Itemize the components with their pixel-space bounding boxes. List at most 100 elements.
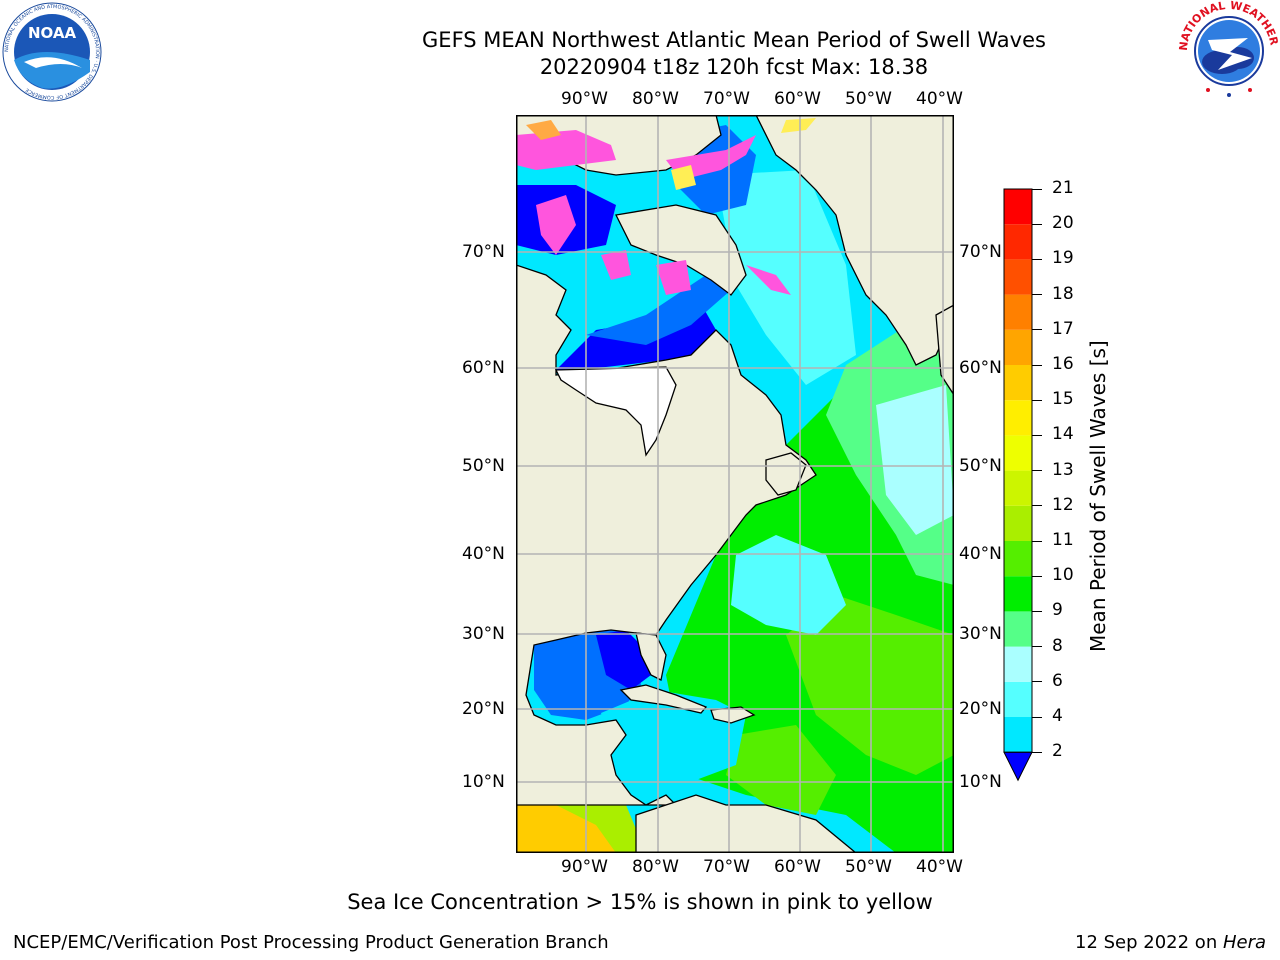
- colorbar: [1000, 186, 1040, 786]
- nws-logo-icon: NATIONAL WEATHER SERVICE: [1174, 0, 1280, 101]
- colorbar-segment: [1004, 189, 1032, 225]
- colorbar-segment: [1004, 505, 1032, 541]
- swell-period-map: [516, 115, 954, 853]
- colorbar-segment: [1004, 646, 1032, 682]
- footer-date: 12 Sep 2022 on Hera: [1075, 932, 1266, 953]
- colorbar-tick-label: 19: [1052, 248, 1074, 269]
- lon-label-top-90w: 90°W: [561, 89, 608, 109]
- colorbar-segment: [1004, 435, 1032, 471]
- colorbar-tick-label: 11: [1052, 530, 1074, 550]
- lat-label-left-70n: 70°N: [462, 242, 505, 262]
- field-lightgreen-south: [726, 725, 836, 815]
- colorbar-under-triangle: [1003, 751, 1033, 782]
- colorbar-segment: [1004, 224, 1032, 260]
- colorbar-tick-mark: [1032, 434, 1042, 436]
- colorbar-tick-mark: [1032, 505, 1042, 507]
- colorbar-tick-mark: [1032, 646, 1042, 648]
- lat-label-right-60n: 60°N: [959, 358, 1002, 378]
- colorbar-tick-label: 18: [1052, 283, 1074, 304]
- colorbar-tick-label: 9: [1052, 600, 1063, 621]
- lon-label-bottom-60w: 60°W: [774, 857, 821, 877]
- lon-label-top-40w: 40°W: [916, 89, 963, 109]
- colorbar-tick-mark: [1032, 223, 1042, 225]
- colorbar-segment: [1004, 294, 1032, 330]
- lon-label-top-60w: 60°W: [774, 89, 821, 109]
- lon-label-bottom-70w: 70°W: [703, 857, 750, 877]
- colorbar-tick-label: 12: [1052, 494, 1074, 515]
- sea-ice: [516, 118, 816, 295]
- colorbar-title: Mean Period of Swell Waves [s]: [1086, 340, 1110, 652]
- colorbar-tick-mark: [1032, 364, 1042, 366]
- lon-label-bottom-50w: 50°W: [845, 857, 892, 877]
- lat-label-right-70n: 70°N: [959, 242, 1002, 262]
- nws-logo[interactable]: NATIONAL WEATHER SERVICE: [1174, 0, 1280, 102]
- noaa-logo-icon: NOAA NATIONAL OCEANIC AND ATMOSPHERIC AD…: [2, 2, 102, 102]
- lon-label-bottom-90w: 90°W: [561, 857, 608, 877]
- lat-label-right-10n: 10°N: [959, 772, 1002, 792]
- field-cyan-central: [731, 535, 846, 635]
- newfoundland-land: [765, 452, 807, 496]
- lat-label-right-50n: 50°N: [959, 456, 1002, 476]
- lat-label-left-10n: 10°N: [462, 772, 505, 792]
- colorbar-tick-label: 20: [1052, 213, 1074, 234]
- colorbar-tick-label: 8: [1052, 635, 1063, 656]
- colorbar-segment: [1004, 717, 1032, 753]
- colorbar-segment: [1004, 576, 1032, 612]
- colorbar-segment: [1004, 681, 1032, 717]
- colorbar-segment: [1004, 365, 1032, 401]
- map-panel[interactable]: [516, 115, 954, 853]
- colorbar-tick-mark: [1032, 610, 1042, 612]
- lat-label-right-30n: 30°N: [959, 624, 1002, 644]
- colorbar-tick-mark: [1032, 188, 1042, 190]
- colorbar-tick-mark: [1032, 329, 1042, 331]
- map-subtitle: 20220904 t18z 120h fcst Max: 18.38: [539, 55, 929, 79]
- pacific-corner-warm: [516, 795, 616, 853]
- lat-label-left-50n: 50°N: [462, 456, 505, 476]
- lon-label-top-80w: 80°W: [632, 89, 679, 109]
- colorbar-tick-label: 15: [1052, 389, 1074, 410]
- lat-label-right-40n: 40°N: [959, 544, 1002, 564]
- lon-label-bottom-80w: 80°W: [632, 857, 679, 877]
- colorbar-graphic: [1003, 188, 1033, 782]
- footer-date-text: 12 Sep 2022 on: [1075, 932, 1223, 953]
- colorbar-tick-label: 10: [1052, 565, 1074, 586]
- map-frame: [516, 115, 954, 853]
- colorbar-tick-mark: [1032, 258, 1042, 260]
- colorbar-tick-mark: [1032, 399, 1042, 401]
- colorbar-segment: [1004, 470, 1032, 506]
- lon-label-top-50w: 50°W: [845, 89, 892, 109]
- gulf-east-deep: [596, 630, 651, 690]
- noaa-logo[interactable]: NOAA NATIONAL OCEANIC AND ATMOSPHERIC AD…: [2, 2, 102, 102]
- colorbar-tick-label: 2: [1052, 741, 1063, 762]
- colorbar-tick-mark: [1032, 681, 1042, 683]
- field-lightgreen: [786, 595, 954, 775]
- colorbar-tick-label: 16: [1052, 354, 1074, 374]
- lat-label-left-60n: 60°N: [462, 358, 505, 378]
- footer-credit: NCEP/EMC/Verification Post Processing Pr…: [13, 932, 609, 953]
- colorbar-tick-mark: [1032, 540, 1042, 542]
- lat-label-left-30n: 30°N: [462, 624, 505, 644]
- map-title: GEFS MEAN Northwest Atlantic Mean Period…: [422, 28, 1046, 52]
- colorbar-segment: [1004, 329, 1032, 365]
- sea-ice-note: Sea Ice Concentration > 15% is shown in …: [347, 890, 933, 914]
- field-cyan-north: [716, 170, 856, 385]
- south-america-land: [635, 794, 858, 853]
- colorbar-tick-mark: [1032, 470, 1042, 472]
- noaa-logo-text: NOAA: [28, 24, 77, 42]
- lat-label-right-20n: 20°N: [959, 699, 1002, 719]
- footer-machine: Hera: [1222, 932, 1266, 953]
- colorbar-segment: [1004, 541, 1032, 577]
- graticule: [516, 115, 954, 853]
- colorbar-tick-mark: [1032, 575, 1042, 577]
- colorbar-tick-label: 4: [1052, 706, 1063, 726]
- africa-edge-land: [935, 304, 954, 397]
- colorbar-tick-label: 14: [1052, 424, 1074, 445]
- lat-label-left-20n: 20°N: [462, 699, 505, 719]
- hispaniola-land: [710, 706, 756, 724]
- cuba-land: [619, 684, 708, 714]
- colorbar-tick-label: 6: [1052, 670, 1063, 691]
- lon-label-top-70w: 70°W: [703, 89, 750, 109]
- colorbar-segment: [1004, 611, 1032, 647]
- caribbean: [601, 690, 746, 795]
- colorbar-tick-label: 13: [1052, 459, 1074, 480]
